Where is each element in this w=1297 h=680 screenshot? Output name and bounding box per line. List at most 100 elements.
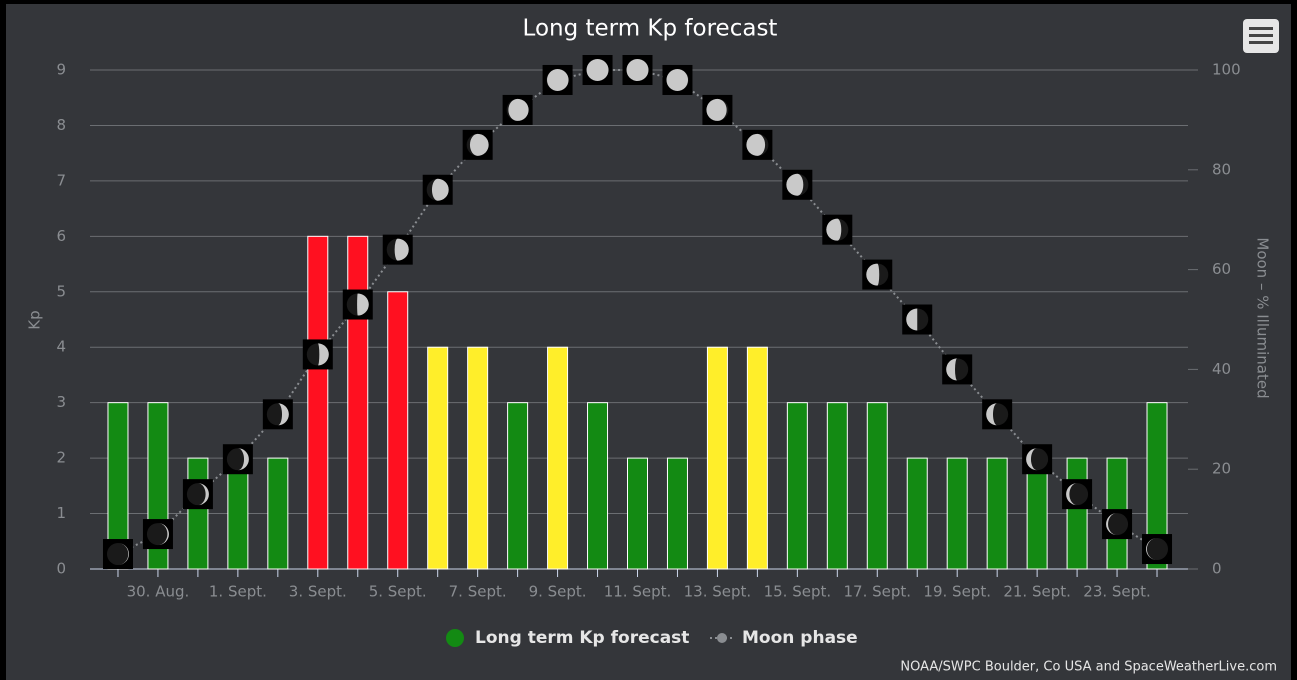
moon-lit bbox=[508, 98, 529, 121]
x-tick-label: 30. Aug. bbox=[127, 583, 190, 601]
bar bbox=[627, 457, 648, 570]
x-tick-label: 17. Sept. bbox=[844, 583, 912, 601]
credit: NOAA/SWPC Boulder, Co USA and SpaceWeath… bbox=[900, 660, 1277, 675]
x-tick-label: 21. Sept. bbox=[1003, 583, 1071, 601]
menu-icon bbox=[1249, 41, 1273, 44]
y2-tick-label: 20 bbox=[1212, 460, 1231, 478]
moon-marker bbox=[342, 289, 373, 320]
bar bbox=[1066, 457, 1088, 570]
y2-axis-title: Moon – % Illuminated bbox=[1254, 237, 1272, 398]
moon-lit bbox=[906, 308, 918, 331]
bar bbox=[387, 291, 409, 570]
y2-tick-label: 60 bbox=[1212, 260, 1231, 278]
x-tick-label: 5. Sept. bbox=[369, 583, 427, 601]
y-tick-label: 3 bbox=[56, 393, 66, 411]
moon-disc bbox=[186, 483, 209, 506]
moon-lit bbox=[394, 238, 409, 261]
moon-marker bbox=[142, 519, 173, 550]
moon-lit bbox=[706, 98, 727, 121]
moon-marker bbox=[582, 55, 613, 85]
moon-lit bbox=[586, 59, 609, 81]
moon-lit bbox=[626, 59, 649, 81]
bar bbox=[826, 402, 848, 570]
y-tick-label: 7 bbox=[56, 171, 66, 189]
bar bbox=[467, 346, 489, 570]
x-tick-label: 11. Sept. bbox=[604, 583, 672, 601]
menu-button[interactable] bbox=[1243, 19, 1279, 53]
y-tick-label: 2 bbox=[56, 449, 66, 467]
moon-marker bbox=[1102, 509, 1133, 540]
moon-marker bbox=[502, 94, 533, 125]
moon-marker bbox=[1062, 479, 1093, 510]
moon-marker bbox=[622, 55, 653, 85]
bar bbox=[427, 346, 449, 570]
moon-lit bbox=[1026, 448, 1038, 471]
bar bbox=[906, 457, 928, 570]
y2-tick-label: 100 bbox=[1212, 61, 1241, 79]
y2-tick-label: 0 bbox=[1212, 560, 1222, 578]
moon-marker bbox=[742, 129, 773, 160]
bar bbox=[1026, 457, 1048, 570]
bar bbox=[706, 346, 728, 570]
moon-marker bbox=[422, 174, 453, 205]
moon-lit bbox=[237, 448, 249, 471]
bar bbox=[587, 402, 609, 570]
moon-marker bbox=[942, 354, 973, 385]
bar bbox=[866, 402, 888, 570]
moon-marker bbox=[102, 539, 133, 570]
y2-tick-label: 40 bbox=[1212, 360, 1231, 378]
y-tick-label: 5 bbox=[56, 282, 66, 300]
moon-lit bbox=[946, 358, 958, 381]
menu-icon bbox=[1249, 27, 1273, 30]
x-tick-label: 9. Sept. bbox=[529, 583, 587, 601]
moon-marker bbox=[1142, 534, 1173, 565]
moon-marker bbox=[702, 94, 733, 125]
moon-lit bbox=[866, 263, 880, 286]
moon-disc bbox=[1146, 538, 1169, 561]
x-tick-label: 19. Sept. bbox=[923, 583, 991, 601]
moon-lit bbox=[157, 523, 169, 546]
bar bbox=[946, 457, 968, 570]
moon-lit bbox=[826, 218, 842, 241]
moon-marker bbox=[262, 399, 293, 430]
moon-marker bbox=[822, 214, 853, 245]
moon-marker bbox=[902, 304, 933, 335]
y-tick-label: 8 bbox=[56, 116, 66, 134]
bar bbox=[347, 235, 369, 570]
moon-marker bbox=[862, 259, 893, 290]
bar bbox=[786, 402, 808, 570]
legend-symbol bbox=[446, 629, 464, 647]
legend-label: Long term Kp forecast bbox=[475, 628, 689, 648]
y-axis-title: Kp bbox=[26, 310, 44, 329]
moon-lit bbox=[1066, 483, 1078, 506]
moon-marker bbox=[382, 234, 413, 265]
moon-lit bbox=[317, 343, 329, 366]
bar bbox=[746, 346, 768, 570]
bar bbox=[227, 457, 249, 570]
bar bbox=[187, 457, 209, 570]
x-tick-label: 3. Sept. bbox=[289, 583, 347, 601]
x-tick-label: 15. Sept. bbox=[764, 583, 832, 601]
y-tick-label: 6 bbox=[56, 227, 66, 245]
legend-label: Moon phase bbox=[742, 628, 858, 648]
moon-marker bbox=[662, 64, 693, 95]
moon-lit bbox=[786, 173, 804, 196]
y-tick-label: 0 bbox=[56, 560, 66, 578]
bar bbox=[267, 457, 289, 570]
moon-lit bbox=[197, 483, 209, 506]
bar bbox=[986, 457, 1008, 570]
x-tick-label: 1. Sept. bbox=[209, 583, 267, 601]
moon-marker bbox=[462, 129, 493, 160]
moon-lit bbox=[986, 403, 998, 426]
moon-lit bbox=[547, 68, 569, 91]
bar bbox=[547, 346, 569, 570]
moon-marker bbox=[302, 339, 333, 370]
x-tick-label: 23. Sept. bbox=[1083, 583, 1151, 601]
legend-symbol bbox=[717, 633, 727, 643]
moon-lit bbox=[469, 133, 489, 156]
bar bbox=[1146, 402, 1168, 570]
bar bbox=[507, 402, 529, 570]
moon-marker bbox=[542, 64, 573, 95]
